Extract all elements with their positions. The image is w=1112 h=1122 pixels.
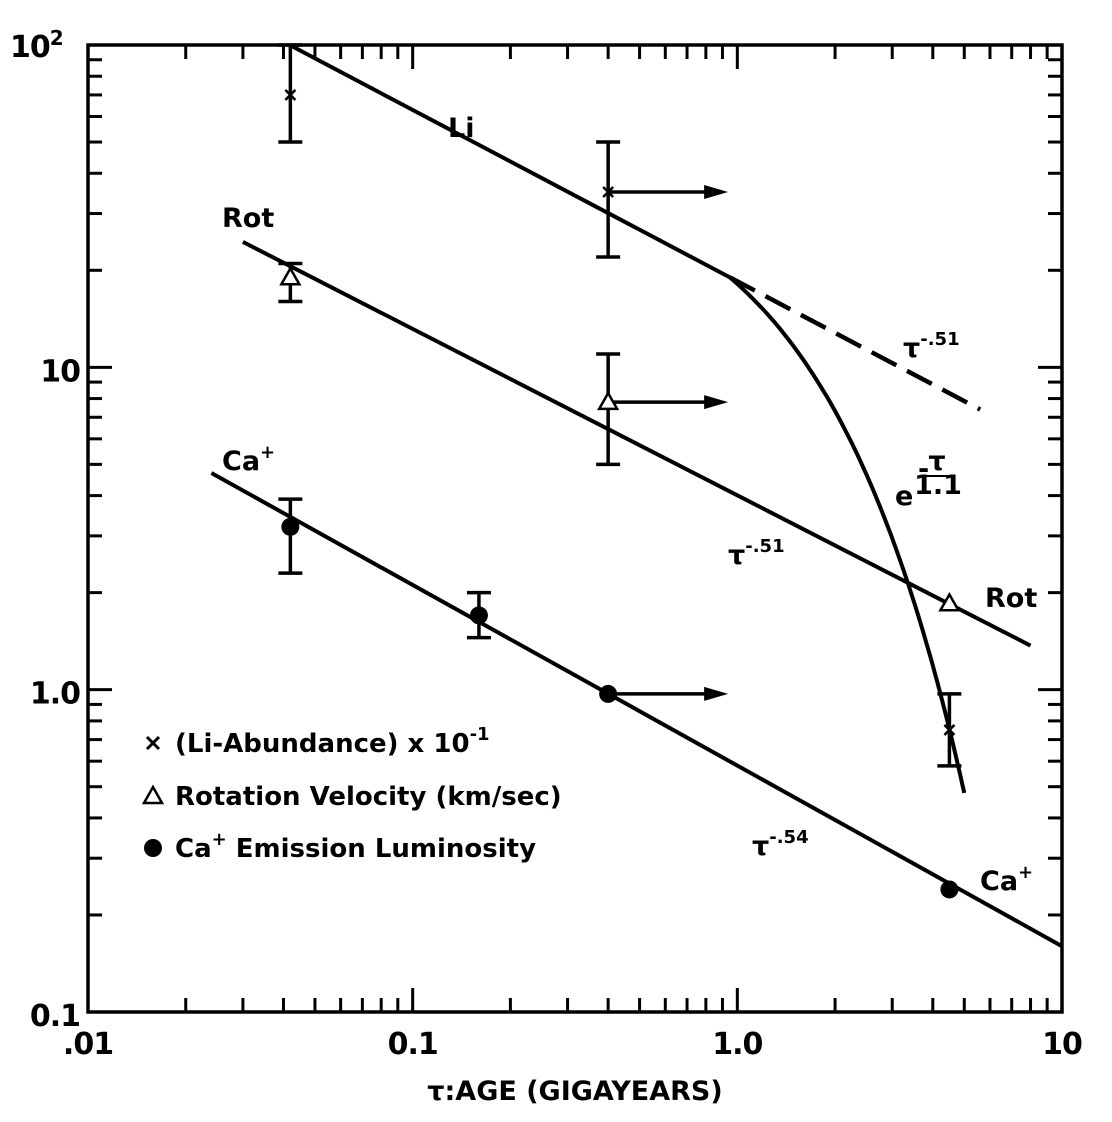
fit-line-li-dashed <box>729 275 982 412</box>
legend-marker-dot <box>144 839 162 857</box>
point-caplus <box>940 880 959 899</box>
curve-label-rot-left: Rot <box>222 203 274 234</box>
fit-line-rot-solid <box>241 240 1032 648</box>
y-tick-label: 0.1 <box>30 999 80 1034</box>
legend: (Li-Abundance) x 10-1 Rotation Velocity (… <box>141 724 562 864</box>
points-layer <box>278 43 962 899</box>
legend-li: (Li-Abundance) x 10-1 <box>145 724 490 759</box>
legend-label: Ca+ Emission Luminosity <box>175 829 536 864</box>
power-law-label-rot: τ-.51 <box>728 536 785 571</box>
x-tick-label: .01 <box>63 1027 113 1062</box>
x-tick-label: 0.1 <box>388 1027 438 1062</box>
curve-label-ca-right: Ca+ <box>980 862 1033 897</box>
legend-label: Rotation Velocity (km/sec) <box>175 782 562 812</box>
x-tick-label: 1.0 <box>712 1027 762 1062</box>
exp-law-label: e-τ1.1 <box>895 446 962 512</box>
legend-marker-triangle <box>141 784 165 805</box>
point-li <box>284 89 297 101</box>
y-tick-label: 102 <box>10 26 63 65</box>
x-tick-label: 10 <box>1042 1027 1082 1062</box>
point-rot <box>938 592 961 612</box>
point-li <box>943 724 956 736</box>
point-rot <box>279 265 302 286</box>
fit-line-caplus-solid <box>210 471 1063 948</box>
legend-rot: Rotation Velocity (km/sec) <box>141 782 562 812</box>
exp-law-base: e <box>895 481 913 512</box>
legend-label: (Li-Abundance) x 10-1 <box>175 724 490 759</box>
curve-label-rot-right: Rot <box>985 583 1037 614</box>
power-law-label-li: τ-.51 <box>903 329 960 364</box>
point-rot <box>596 390 620 411</box>
limit-arrow-head-rot <box>704 395 729 410</box>
point-caplus <box>469 606 488 625</box>
plot-frame-layer <box>86 43 1064 1014</box>
labels-layer: Li Rot Rot Ca+ Ca+ τ-.51 τ-.51 τ-.54 e-τ1.1 <box>222 113 1037 897</box>
point-li <box>602 186 615 198</box>
fits-layer <box>210 43 1063 948</box>
point-caplus <box>281 517 300 536</box>
curve-label-ca-left: Ca+ <box>222 442 275 477</box>
fit-line-li-solid <box>288 43 732 280</box>
point-caplus <box>599 684 618 703</box>
limit-arrow-head-li <box>704 184 729 199</box>
exp-law-minus: - <box>918 454 929 485</box>
y-tick-label: 10 <box>40 354 80 389</box>
fit-line-li-solid <box>728 276 967 794</box>
plot-frame <box>86 43 1064 1014</box>
limit-arrow-head-caplus <box>704 686 729 701</box>
power-law-label-ca: τ-.54 <box>752 827 809 862</box>
curve-label-li: Li <box>448 113 474 144</box>
legend-marker-x <box>145 735 161 751</box>
y-tick-label: 1.0 <box>30 677 80 712</box>
x-axis-title: τ:AGE (GIGAYEARS) <box>427 1076 722 1107</box>
legend-ca: Ca+ Emission Luminosity <box>144 829 536 864</box>
exp-law-denominator: 1.1 <box>914 470 962 501</box>
exp-law-numerator: τ <box>928 446 945 477</box>
